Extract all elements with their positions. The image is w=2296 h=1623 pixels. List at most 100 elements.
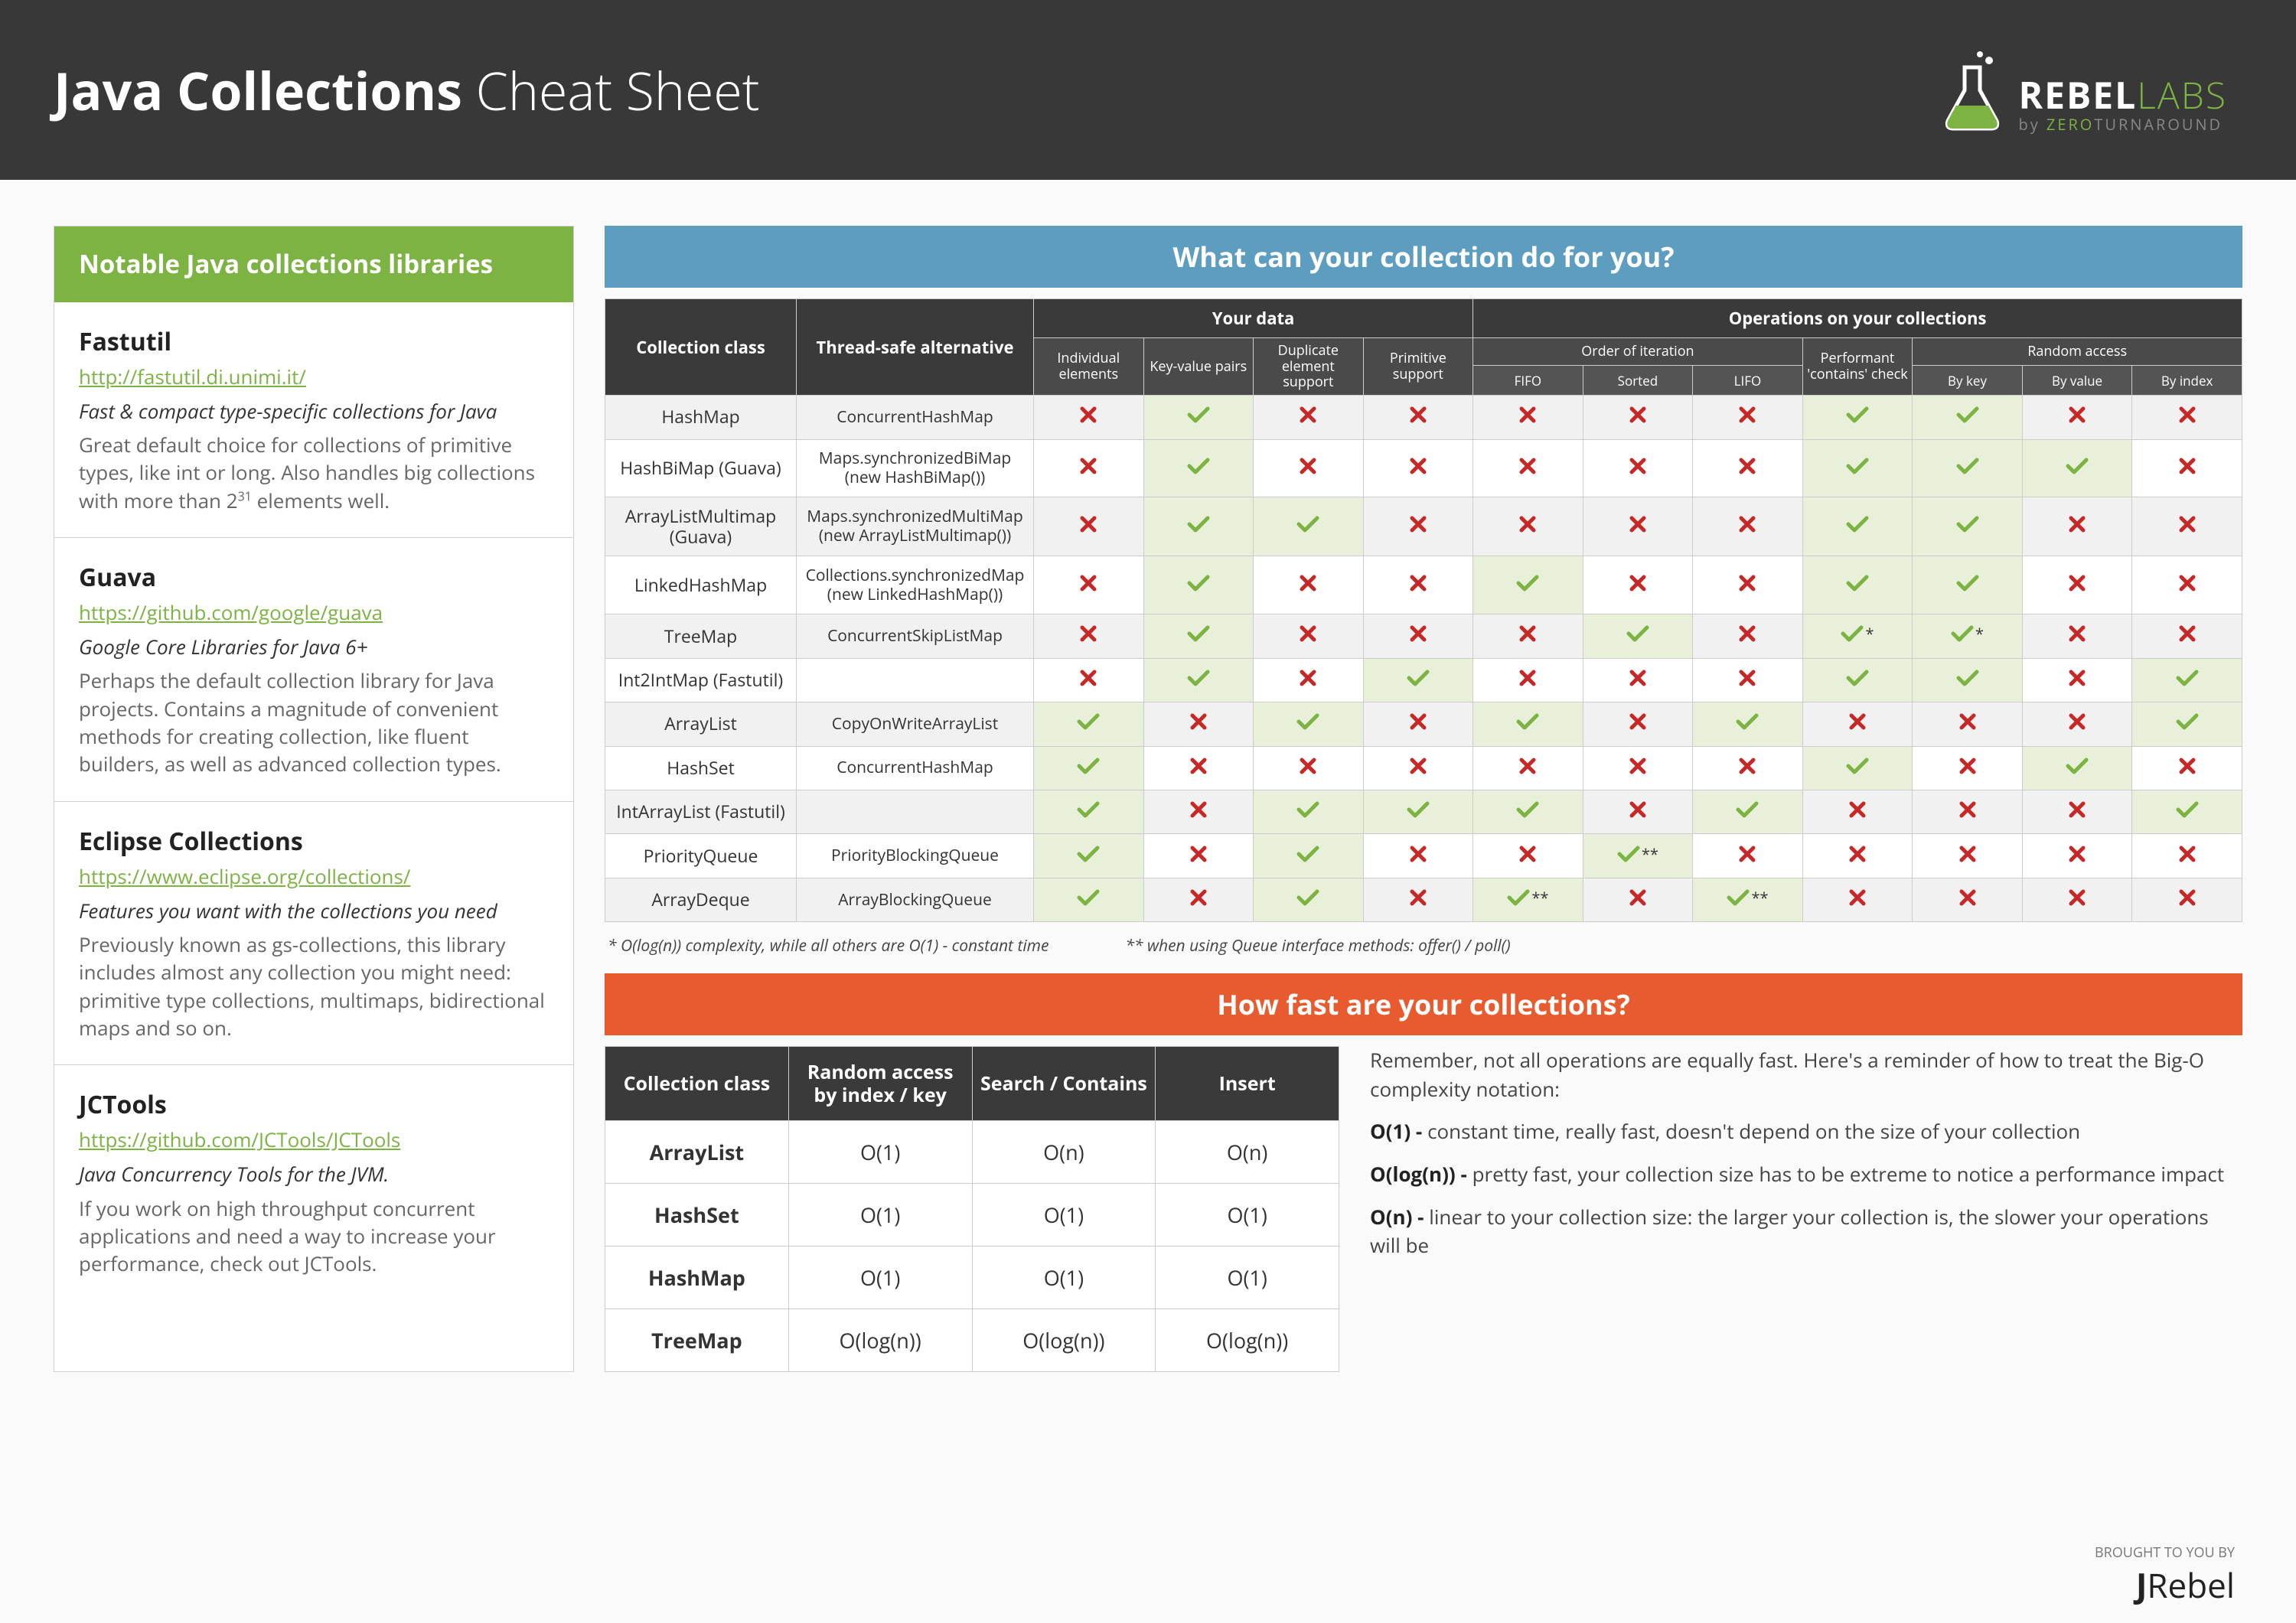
capability-cell [1913,746,2023,790]
check-icon [1187,668,1210,693]
cross-icon [1518,514,1537,539]
capability-cell [1693,439,1803,497]
th-by-index: By index [2132,366,2242,396]
check-icon [1841,624,1864,648]
library-name: JCTools [79,1088,549,1121]
capability-cell [2132,834,2242,878]
bigo-explanation: Remember, not all operations are equally… [1370,1046,2242,1274]
capability-cell [1802,556,1913,614]
table-row: HashMapO(1)O(1)O(1) [605,1247,1339,1309]
library-item: JCTools https://github.com/JCTools/JCTool… [54,1065,573,1300]
capability-cell [2022,790,2132,833]
cross-icon [1629,756,1647,781]
capability-cell [1693,614,1803,658]
capability-cell [1143,878,1254,922]
capability-cell [1143,614,1254,658]
cross-icon [1738,514,1756,539]
library-url[interactable]: https://github.com/google/guava [79,598,549,626]
cell-speed-random: O(1) [788,1184,972,1247]
check-icon [1077,756,1100,781]
cross-icon [1299,573,1317,598]
jrebel-logo: JRebel [2095,1562,2235,1608]
cross-icon [1079,405,1097,429]
cross-icon [1079,624,1097,648]
capability-cell [1143,702,1254,746]
cell-collection-name: ArrayListMultimap (Guava) [605,497,797,556]
library-url[interactable]: http://fastutil.di.unimi.it/ [79,363,549,390]
capabilities-title: What can your collection do for you? [605,226,2242,288]
check-icon [1187,405,1210,429]
library-tagline: Java Concurrency Tools for the JVM. [79,1161,549,1188]
cross-icon [1518,668,1537,693]
capability-cell [2022,878,2132,922]
cell-thread-safe-alt: ConcurrentHashMap [797,746,1034,790]
capability-cell: * [1802,614,1913,658]
th-collection-class: Collection class [605,299,797,396]
capability-cell [1034,396,1144,439]
capability-cell [2132,556,2242,614]
cross-icon [1409,573,1427,598]
cross-icon [1189,712,1208,736]
cell-thread-safe-alt: Collections.synchronizedMap (new LinkedH… [797,556,1034,614]
cross-icon [2178,514,2197,539]
cross-icon [2178,624,2197,648]
cell-thread-safe-alt: CopyOnWriteArrayList [797,702,1034,746]
cross-icon [1189,888,1208,912]
cell-thread-safe-alt: Maps.synchronizedMultiMap (new ArrayList… [797,497,1034,556]
cross-icon [1629,573,1647,598]
capability-cell [1583,746,1693,790]
capability-cell [1693,746,1803,790]
cell-thread-safe-alt: PriorityBlockingQueue [797,834,1034,878]
capability-cell [2022,834,2132,878]
check-icon [1516,800,1539,824]
library-url[interactable]: https://github.com/JCTools/JCTools [79,1126,549,1153]
check-icon [2176,712,2199,736]
capability-cell [1583,614,1693,658]
check-icon [1956,573,1979,598]
capability-cell [1583,878,1693,922]
cell-speed-random: O(1) [788,1121,972,1184]
capability-cell [1473,702,1583,746]
library-description: Great default choice for collections of … [79,431,549,514]
th-speed-cc: Collection class [605,1047,789,1121]
capability-cell [1802,702,1913,746]
capability-cell [1802,878,1913,922]
capability-cell [1693,658,1803,702]
capability-cell [1254,396,1364,439]
capability-cell [1254,790,1364,833]
cell-thread-safe-alt [797,658,1034,702]
cross-icon [2068,888,2086,912]
library-url[interactable]: https://www.eclipse.org/collections/ [79,862,549,890]
capability-cell [1913,834,2023,878]
cell-collection-name: HashMap [605,396,797,439]
capability-cell: ** [1473,878,1583,922]
capability-cell [1254,497,1364,556]
library-name: Guava [79,561,549,594]
capability-cell [1143,834,1254,878]
capability-cell [2022,396,2132,439]
capability-cell [1034,834,1144,878]
cross-icon [2068,624,2086,648]
capability-cell [1143,497,1254,556]
check-icon [1296,712,1319,736]
cell-collection-name: HashBiMap (Guava) [605,439,797,497]
capability-cell [1363,614,1473,658]
table-row: IntArrayList (Fastutil) [605,790,2242,833]
cell-speed-insert: O(log(n)) [1156,1309,1339,1372]
cell-thread-safe-alt: Maps.synchronizedBiMap (new HashBiMap()) [797,439,1034,497]
capability-cell [1363,878,1473,922]
capability-cell [1254,878,1364,922]
capability-cell: ** [1583,834,1693,878]
check-icon [1956,456,1979,481]
cell-thread-safe-alt: ConcurrentHashMap [797,396,1034,439]
library-item: Fastutilhttp://fastutil.di.unimi.it/Fast… [54,302,573,538]
library-name: Fastutil [79,325,549,358]
cross-icon [1629,405,1647,429]
table-row: HashSetO(1)O(1)O(1) [605,1184,1339,1247]
cross-icon [1299,756,1317,781]
check-icon [1187,573,1210,598]
cross-icon [1848,800,1867,824]
cross-icon [1409,405,1427,429]
capability-cell [1034,556,1144,614]
capability-cell [2022,658,2132,702]
